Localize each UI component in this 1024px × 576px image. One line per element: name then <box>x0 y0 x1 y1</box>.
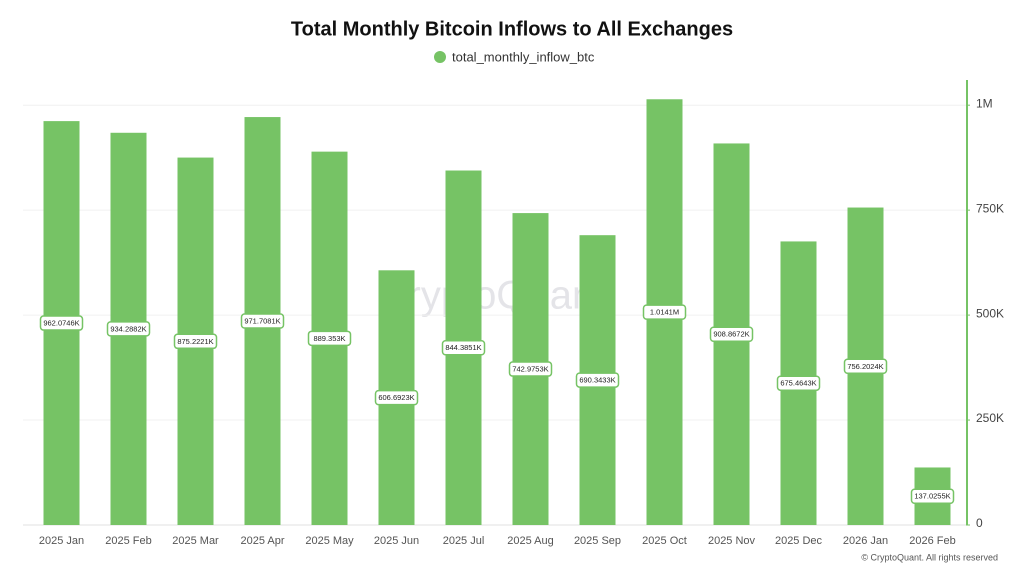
value-label: 137.0255K <box>910 488 955 504</box>
value-label-text: 690.3433K <box>579 376 615 385</box>
value-label-box <box>441 340 486 356</box>
value-label-text: 962.0746K <box>43 319 79 328</box>
x-tick-label: 2025 Sep <box>574 535 621 547</box>
y-tick-label: 250K <box>976 411 1004 425</box>
watermark: CryptoQuant <box>379 274 606 318</box>
x-tick-label: 2025 Jun <box>374 535 419 547</box>
value-label-box <box>709 326 754 342</box>
y-tick-label: 500K <box>976 306 1004 320</box>
value-label: 690.3433K <box>575 372 620 388</box>
value-label-text: 606.6923K <box>378 393 414 402</box>
value-label-box <box>39 315 84 331</box>
value-label-box <box>240 313 285 329</box>
legend-swatch <box>434 51 446 63</box>
value-label-box <box>173 333 218 350</box>
y-tick-label: 750K <box>976 201 1004 215</box>
x-tick-label: 2025 Jul <box>443 535 485 547</box>
x-tick-label: 2025 Aug <box>507 535 554 547</box>
footer: © CryptoQuant. All rights reserved <box>861 552 998 562</box>
value-label-text: 971.7081K <box>244 317 280 326</box>
x-tick-label: 2026 Jan <box>843 535 888 547</box>
value-label: 1.0141M <box>642 304 687 320</box>
value-label-box <box>843 358 888 375</box>
value-label: 675.4643K <box>776 375 821 391</box>
value-label: 962.0746K <box>39 315 84 331</box>
value-label-text: 137.0255K <box>914 492 950 501</box>
value-label: 742.9753K <box>508 361 553 377</box>
value-label-text: 934.2882K <box>110 324 146 333</box>
value-label: 908.8672K <box>709 326 754 342</box>
value-label-box <box>575 372 620 388</box>
x-tick-label: 2026 Feb <box>909 535 955 547</box>
value-label: 934.2882K <box>106 321 151 337</box>
value-label: 756.2024K <box>843 358 888 375</box>
x-tick-label: 2025 Nov <box>708 535 756 547</box>
value-label-box <box>776 375 821 391</box>
x-tick-label: 2025 Dec <box>775 535 823 547</box>
x-tick-label: 2025 Mar <box>172 535 219 547</box>
value-label-text: 1.0141M <box>650 308 679 317</box>
value-label: 971.7081K <box>240 313 285 329</box>
value-label-box <box>910 488 955 504</box>
value-label: 889.353K <box>307 330 352 347</box>
value-label: 606.6923K <box>374 389 419 406</box>
legend-label: total_monthly_inflow_btc <box>452 49 595 64</box>
value-label: 875.2221K <box>173 333 218 350</box>
value-label-box <box>307 330 352 347</box>
value-label-box <box>508 361 553 377</box>
y-tick-label: 1M <box>976 96 993 110</box>
value-label-box <box>106 321 151 337</box>
x-tick-label: 2025 Feb <box>105 535 151 547</box>
value-label-text: 742.9753K <box>512 365 548 374</box>
value-label-text: 675.4643K <box>780 379 816 388</box>
value-label-box <box>642 304 687 320</box>
value-label-text: 889.353K <box>313 334 345 343</box>
value-label: 844.3851K <box>441 340 486 356</box>
x-tick-label: 2025 May <box>305 535 354 547</box>
x-tick-label: 2025 Oct <box>642 535 687 547</box>
value-label-text: 844.3851K <box>445 343 481 352</box>
value-label-text: 908.8672K <box>713 330 749 339</box>
value-label-text: 756.2024K <box>847 362 883 371</box>
y-tick-label: 0 <box>976 516 983 530</box>
chart-title: Total Monthly Bitcoin Inflows to All Exc… <box>291 18 733 40</box>
x-tick-label: 2025 Apr <box>240 535 284 547</box>
value-label-box <box>374 389 419 406</box>
value-label-text: 875.2221K <box>177 337 213 346</box>
x-tick-label: 2025 Jan <box>39 535 84 547</box>
